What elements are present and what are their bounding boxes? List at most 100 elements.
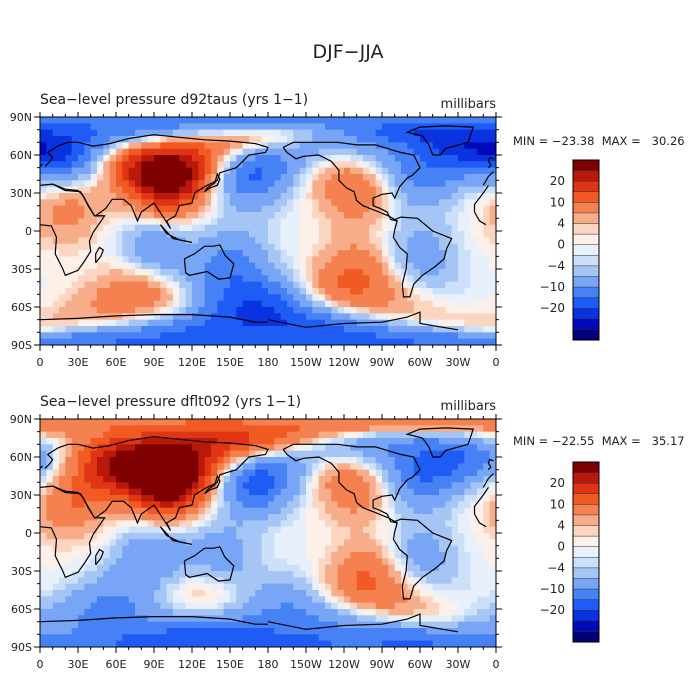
heatmap-cell bbox=[128, 634, 136, 642]
heatmap-cell bbox=[154, 571, 161, 578]
heatmap-cell bbox=[445, 123, 453, 131]
heatmap-cell bbox=[192, 218, 199, 226]
heatmap-cell bbox=[71, 450, 79, 458]
heatmap-cell bbox=[451, 307, 459, 314]
heatmap-cell bbox=[116, 199, 123, 207]
heatmap-cell bbox=[160, 193, 168, 200]
heatmap-cell bbox=[71, 609, 79, 616]
heatmap-cell bbox=[331, 123, 339, 131]
heatmap-cell bbox=[46, 425, 54, 433]
heatmap-cell bbox=[40, 552, 47, 559]
heatmap-cell bbox=[325, 419, 332, 426]
heatmap-cell bbox=[363, 469, 370, 477]
heatmap-cell bbox=[344, 250, 351, 257]
heatmap-cell bbox=[65, 583, 73, 591]
heatmap-cell bbox=[116, 425, 123, 433]
heatmap-cell bbox=[217, 167, 225, 175]
heatmap-cell bbox=[382, 577, 389, 585]
heatmap-cell bbox=[407, 552, 415, 559]
heatmap-cell bbox=[217, 533, 225, 540]
heatmap-cell bbox=[293, 615, 301, 623]
heatmap-cell bbox=[306, 148, 313, 156]
heatmap-cell bbox=[185, 488, 193, 496]
heatmap-cell bbox=[369, 583, 377, 591]
heatmap-cell bbox=[78, 469, 85, 477]
heatmap-cell bbox=[46, 117, 54, 124]
heatmap-cell bbox=[293, 533, 301, 540]
heatmap-cell bbox=[426, 117, 434, 124]
heatmap-cell bbox=[382, 332, 389, 340]
colorbar-label: 0 bbox=[557, 238, 565, 252]
heatmap-cell bbox=[78, 577, 85, 585]
heatmap-cell bbox=[337, 193, 345, 200]
heatmap-cell bbox=[192, 269, 199, 276]
heatmap-cell bbox=[90, 300, 98, 308]
heatmap-cell bbox=[470, 117, 478, 124]
heatmap-cell bbox=[90, 438, 98, 445]
heatmap-cell bbox=[198, 205, 206, 213]
heatmap-cell bbox=[128, 212, 136, 219]
heatmap-cell bbox=[312, 243, 320, 251]
heatmap-cell bbox=[420, 300, 427, 308]
heatmap-cell bbox=[242, 425, 250, 433]
heatmap-cell bbox=[274, 199, 282, 207]
heatmap-cell bbox=[261, 488, 269, 496]
heatmap-cell bbox=[122, 450, 130, 458]
heatmap-cell bbox=[287, 539, 294, 547]
heatmap-cell bbox=[350, 275, 358, 283]
heatmap-cell bbox=[84, 288, 92, 295]
heatmap-cell bbox=[280, 596, 288, 604]
heatmap-cell bbox=[185, 469, 193, 477]
heatmap-cell bbox=[451, 319, 459, 327]
heatmap-cell bbox=[242, 129, 250, 137]
heatmap-cell bbox=[413, 186, 421, 194]
heatmap-cell bbox=[147, 615, 155, 623]
heatmap-cell bbox=[420, 117, 427, 124]
heatmap-cell bbox=[325, 237, 332, 245]
heatmap-cell bbox=[103, 250, 111, 257]
heatmap-cell bbox=[318, 123, 326, 131]
heatmap-cell bbox=[71, 218, 79, 226]
heatmap-cell bbox=[192, 457, 199, 464]
heatmap-cell bbox=[306, 590, 313, 597]
heatmap-cell bbox=[198, 319, 206, 327]
heatmap-cell bbox=[160, 262, 168, 270]
heatmap-cell bbox=[211, 577, 218, 585]
heatmap-cell bbox=[179, 628, 187, 635]
heatmap-cell bbox=[274, 520, 282, 528]
heatmap-cell bbox=[344, 552, 351, 559]
heatmap-cell bbox=[84, 444, 92, 452]
heatmap-cell bbox=[242, 294, 250, 302]
heatmap-cell bbox=[274, 438, 282, 445]
heatmap-cell bbox=[217, 186, 225, 194]
heatmap-cell bbox=[204, 338, 212, 345]
heatmap-cell bbox=[242, 444, 250, 452]
heatmap-cell bbox=[337, 533, 345, 540]
heatmap-cell bbox=[413, 281, 421, 289]
heatmap-cell bbox=[325, 482, 332, 490]
heatmap-cell bbox=[363, 155, 370, 162]
heatmap-cell bbox=[242, 326, 250, 333]
heatmap-cell bbox=[261, 621, 269, 629]
heatmap-cell bbox=[401, 495, 408, 502]
heatmap-cell bbox=[90, 136, 98, 143]
heatmap-cell bbox=[426, 294, 434, 302]
heatmap-cell bbox=[312, 300, 320, 308]
heatmap-cell bbox=[147, 212, 155, 219]
heatmap-cell bbox=[293, 269, 301, 276]
heatmap-cell bbox=[103, 577, 111, 585]
heatmap-cell bbox=[84, 463, 92, 471]
heatmap-cell bbox=[458, 155, 465, 162]
heatmap-cell bbox=[401, 167, 408, 175]
heatmap-cell bbox=[274, 609, 282, 616]
heatmap-cell bbox=[179, 463, 187, 471]
heatmap-cell bbox=[65, 129, 73, 137]
heatmap-cell bbox=[160, 288, 168, 295]
heatmap-cell bbox=[470, 142, 478, 150]
heatmap-cell bbox=[236, 250, 244, 257]
heatmap-cell bbox=[407, 621, 415, 629]
heatmap-cell bbox=[280, 313, 288, 321]
heatmap-cell bbox=[350, 545, 358, 553]
heatmap-cell bbox=[287, 319, 294, 327]
heatmap-cell bbox=[204, 596, 212, 604]
